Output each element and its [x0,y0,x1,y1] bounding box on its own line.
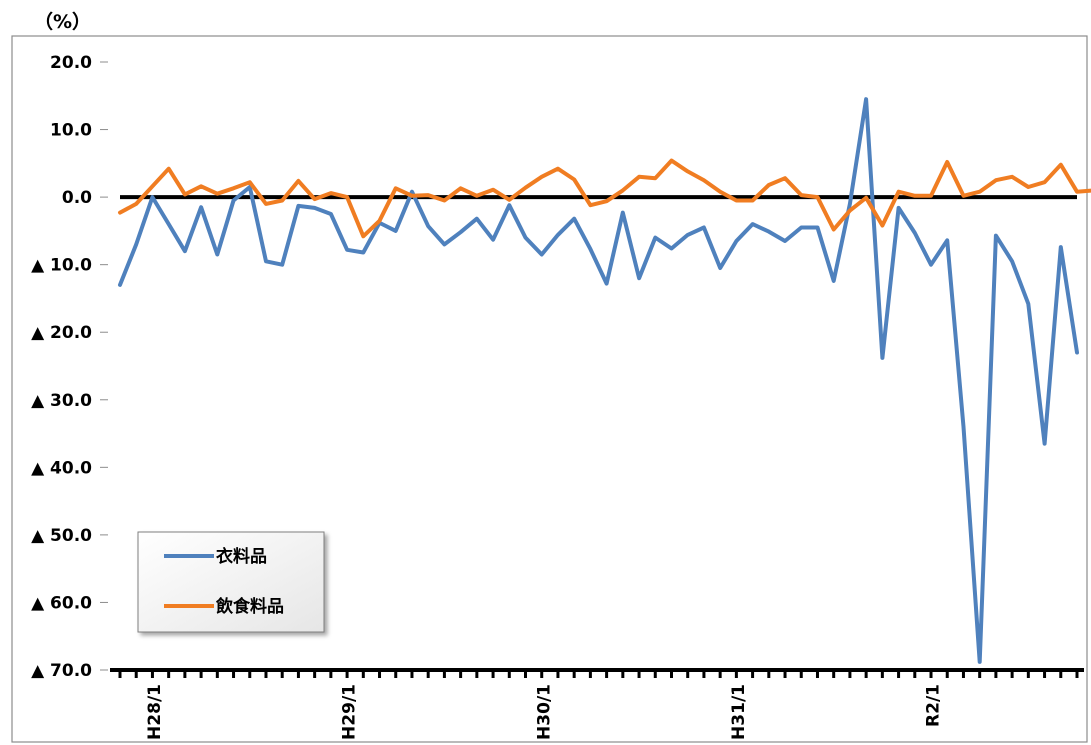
y-tick-label: ▲ 30.0 [31,391,92,411]
unit-label: （%） [34,10,91,33]
y-tick-label: ▲ 70.0 [31,661,92,681]
x-tick-label: H31/1 [729,684,749,740]
x-tick-label: H28/1 [145,684,165,740]
series-line-2 [118,158,1091,239]
x-axis-labels: H28/1 H29/1 H30/1 H31/1 R2/1 [145,684,944,740]
y-tick-label: ▲ 60.0 [31,593,92,613]
x-tick-label: H29/1 [340,684,360,740]
plot-frame [11,35,1088,743]
y-tick-label: ▲ 20.0 [31,323,92,343]
series-line-1 [118,97,1079,664]
legend-label: 飲食料品 [215,596,284,617]
x-axis-minor-ticks [118,670,1079,678]
legend-box [137,531,325,633]
x-tick-label: H30/1 [534,684,554,740]
series-lines [118,97,1091,664]
y-axis-ticks: 20.0 10.0 0.0 ▲ 10.0 ▲ 20.0 ▲ 30.0 ▲ 40.0 ▲ 50.… [31,53,108,681]
y-tick-label: 20.0 [50,53,92,73]
y-tick-label: ▲ 50.0 [31,526,92,546]
legend-label: 衣料品 [216,546,267,567]
y-tick-label: 0.0 [62,188,92,208]
y-tick-label: ▲ 40.0 [31,458,92,478]
x-tick-label: R2/1 [924,684,944,727]
y-tick-label: 10.0 [50,121,92,141]
y-tick-label: ▲ 10.0 [31,256,92,276]
